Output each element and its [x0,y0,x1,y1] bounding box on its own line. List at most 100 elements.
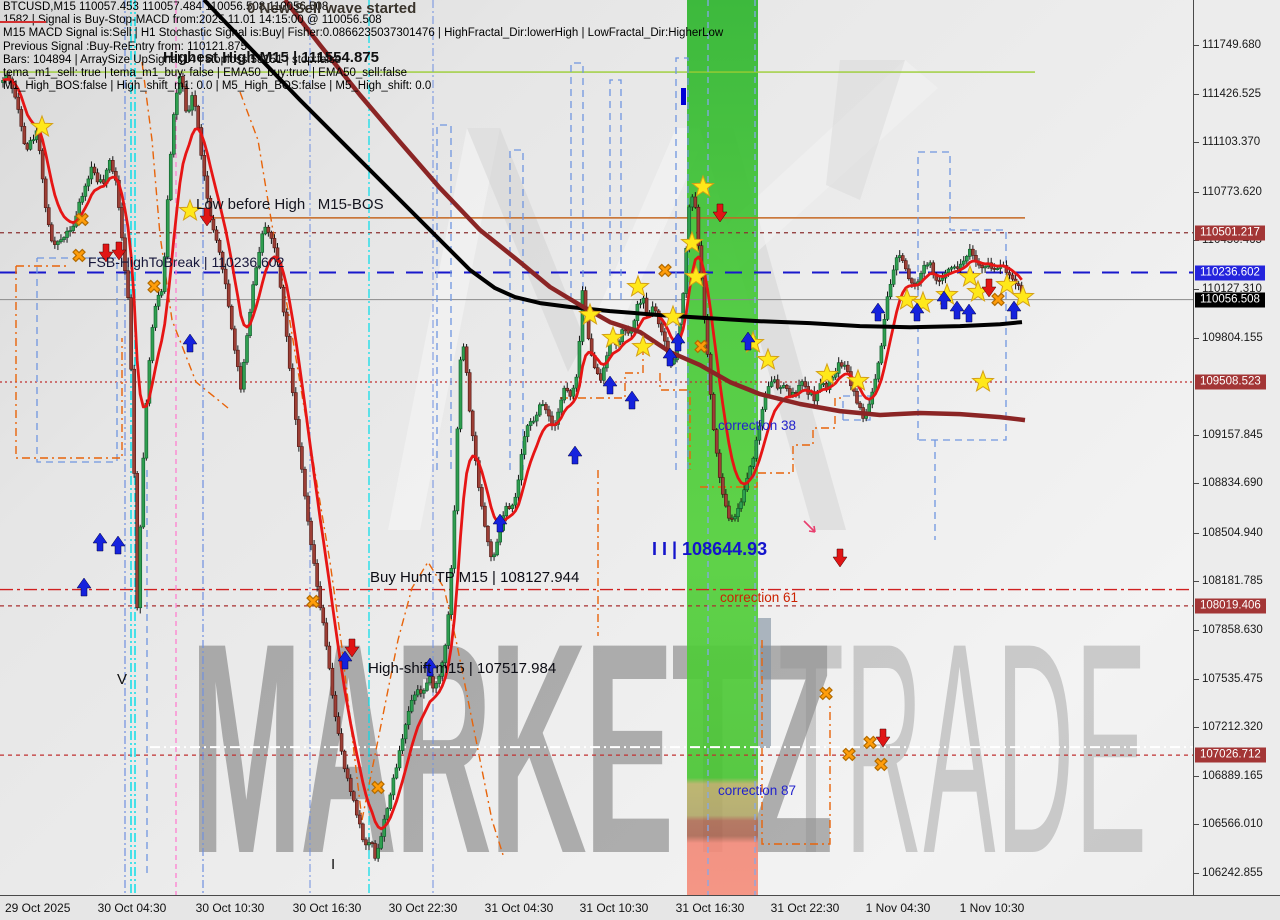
price-tick [1194,142,1199,144]
header-line: Bars: 104894 | ArraySize UpSignal:14 | s… [3,53,342,66]
supply-demand-line [700,397,843,488]
buy-arrow-icon [182,333,198,353]
broker-logo-watermark [388,60,938,530]
ma-maroon [283,0,1026,423]
buy-arrow-icon [740,331,756,351]
buy-arrow-icon [422,657,438,677]
pointer-glyph [803,520,816,533]
buy-arrow-icon [870,302,886,322]
header-line: BTCUSD,M15 110057.453 110057.484 110056.… [3,1,329,13]
x-mark-icon: ✖ [146,277,161,297]
time-label: 30 Oct 10:30 [195,901,265,915]
star-signal-icon [626,274,650,298]
time-label: 31 Oct 04:30 [484,901,554,915]
buy-arrow-icon [602,375,618,395]
price-tick [1194,240,1199,242]
price-tick [1194,45,1199,46]
star-signal-icon [661,304,685,328]
price-chart[interactable]: ✖✖✖✖✖✖✖✖✖✖✖✖ [0,0,1193,895]
sell-arrow-icon [981,278,997,298]
x-mark-icon: ✖ [305,592,320,612]
buy-arrow-icon [76,577,92,597]
price-label: 108181.785 [1202,575,1263,588]
star-signal-icon [684,264,708,288]
chart-canvas[interactable]: MARKETZ TRADE ✖ ✖ ✖ ✖ ✖ ✖ ✖ ✖ ✖ ✖ ✖ ✖ Low before Hi… [0,0,1193,895]
price-tick [1194,337,1199,339]
header-line: M1_High_BOS:false | High_shift_m1: 0.0 |… [3,80,432,93]
signal-zone-band [687,0,758,895]
supply-demand-line [761,640,831,845]
price-label: 110773.620 [1202,185,1262,198]
buy-arrow-icon [961,303,977,323]
buy-arrow-icon [492,513,508,533]
buy-arrow-icon [624,390,640,410]
time-axis[interactable]: 29 Oct 2025 30 Oct 04:30 30 Oct 10:30 30 Oc… [0,895,1280,920]
time-label: 31 Oct 16:30 [675,901,745,915]
price-label: 107535.475 [1202,672,1263,685]
x-mark-icon: ✖ [990,290,1005,310]
price-tick [1194,532,1199,534]
header-line: M15 MACD Signal is:Sell | H1 Stochastic … [3,27,724,40]
x-mark-icon: ✖ [862,733,877,753]
buy-arrow-icon [662,347,678,367]
star-signal-icon [895,287,919,311]
price-tick [1194,678,1199,680]
star-signal-icon [958,264,982,288]
fractal-channel-line [842,395,871,421]
price-label: 106566.010 [1202,818,1263,831]
price-tick [1194,581,1199,583]
sell-arrow-icon [875,728,891,748]
sell-arrow-icon [712,203,728,223]
price-label: 107858.630 [1202,624,1263,637]
price-tick [1194,630,1199,632]
price-label: 110127.310 [1202,282,1262,295]
fractal-channel-line [570,62,584,300]
supply-demand-line [239,91,363,821]
price-tick [1194,93,1199,95]
ma-black [202,0,1023,330]
price-label: 108834.690 [1202,477,1263,490]
price-tick [1194,288,1199,290]
price-label: 106889.165 [1202,769,1263,782]
buy-arrow-icon [567,445,583,465]
fractal-channel-line [917,151,1007,441]
buy-arrow-icon [110,535,126,555]
price-axis[interactable]: 111749.680 111426.525 111103.370 110773.620… [1193,0,1280,895]
header-line: 1582 | Signal is Buy-Stop-MACD from:2025… [3,14,382,27]
candles [1,71,1024,862]
supply-demand-line [15,266,123,459]
highest-high-label: Highest High M15 | 111554.875 [163,49,379,66]
time-label: 1 Nov 10:30 [959,901,1025,915]
x-mark-icon: ✖ [370,778,385,798]
price-label: 109157.845 [1202,428,1263,441]
price-label: 111426.525 [1202,87,1262,100]
price-tick [1194,434,1199,436]
price-label: 111103.370 [1202,136,1261,149]
buy-arrow-icon [670,332,686,352]
x-mark-icon: ✖ [693,337,708,357]
buy-arrow-icon [909,302,925,322]
time-label: 29 Oct 2025 [5,901,71,915]
price-label: 109804.155 [1202,331,1263,344]
time-label: 30 Oct 16:30 [292,901,362,915]
star-signal-icon [680,230,704,254]
star-signal-icon [846,368,870,392]
x-mark-icon: ✖ [657,261,672,281]
time-label: 30 Oct 22:30 [388,901,458,915]
time-label: 31 Oct 22:30 [770,901,840,915]
supply-demand-line [659,373,691,470]
price-badge: 107026.712 [1195,747,1266,763]
star-signal-icon [601,325,625,349]
star-signal-icon [691,174,715,198]
price-badge: 109508.523 [1195,374,1266,390]
price-tick [1194,483,1199,485]
time-label: 30 Oct 04:30 [97,901,167,915]
x-mark-icon: ✖ [74,210,89,230]
x-mark-icon: ✖ [71,246,86,266]
sell-arrow-icon [199,207,215,227]
price-label: 106242.855 [1202,867,1263,879]
price-tick [1194,727,1199,729]
buy-arrow-icon [1006,300,1022,320]
buy-arrow-icon [949,300,965,320]
